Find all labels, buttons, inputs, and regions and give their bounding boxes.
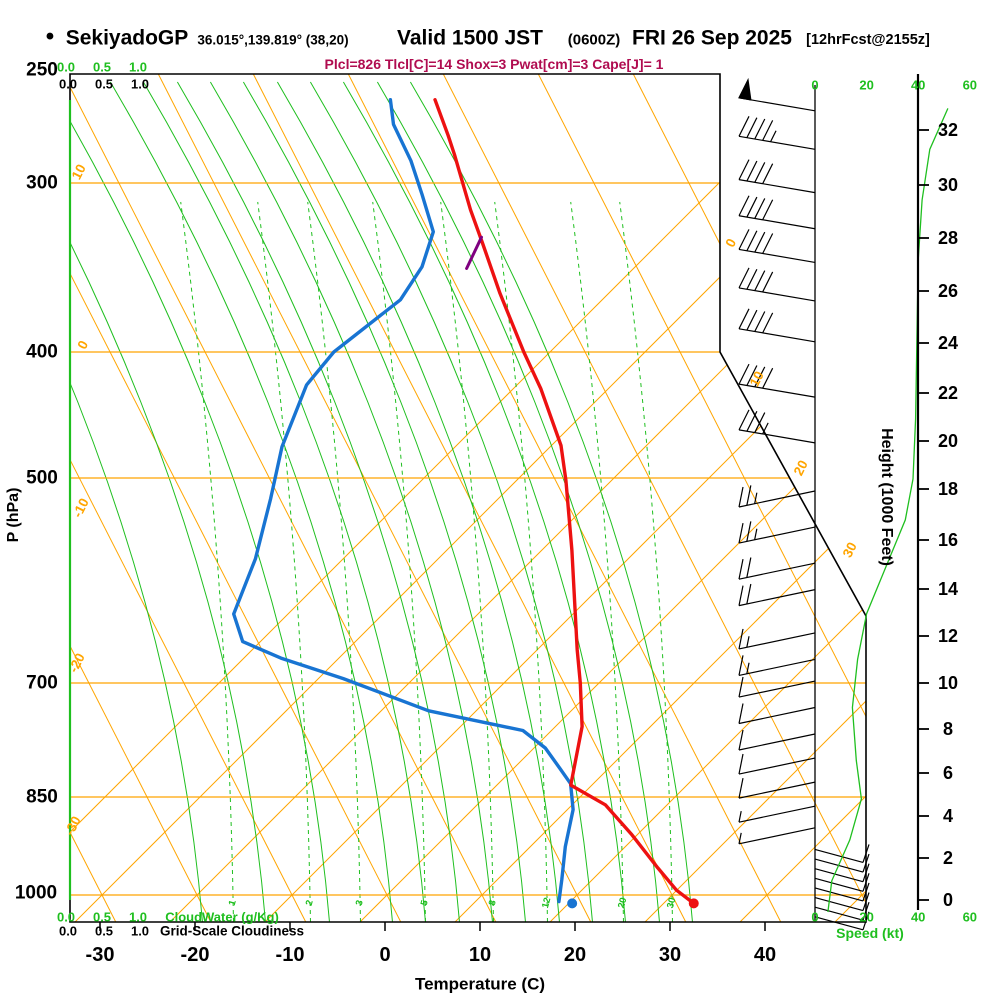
height-tick-label: 6 [942,763,954,783]
valid-time: Valid 1500 JST [397,26,543,50]
speed-tick-label-bottom: 60 [962,909,978,925]
pressure-tick-label: 700 [26,672,58,694]
temperature-tick-label: 10 [468,944,492,966]
pressure-tick-label: 1000 [14,882,58,904]
valid-date: FRI 26 Sep 2025 [632,26,792,50]
surface-dewpoint-dot [567,898,578,909]
speed-axis-title: Speed (kt) [836,925,904,941]
speed-tick-label-bottom: 0 [811,909,819,925]
speed-tick-label-bottom: 20 [859,909,874,925]
mixing-ratio-label: 12 [540,896,554,910]
temperature-axis-title: Temperature (C) [414,974,546,994]
title-bullet: • [45,23,55,50]
pressure-tick-label: 400 [26,341,58,363]
height-tick-label: 20 [937,431,959,451]
surface-temperature-dot [688,898,699,909]
cloudwater-scale-top: 0.5 [92,59,112,75]
height-tick-label: 16 [937,530,959,550]
mixing-ratio-label: 20 [616,896,630,910]
station-name: SekiyadoGP [65,26,189,50]
height-tick-label: 4 [942,806,954,826]
pressure-tick-label: 850 [26,786,58,808]
height-axis-title: Height (1000 Feet) [878,428,895,566]
parcel-segment [465,235,483,270]
speed-tick-label-top: 60 [962,77,978,93]
wind-barbs [738,77,870,931]
cloudwater-scale-top: 0.0 [56,59,76,75]
temperature-tick-label: 30 [658,944,682,966]
pressure-tick-label: 500 [26,467,58,489]
cloudwater-scale-bottom: 0.5 [92,909,112,925]
cloudiness-scale-top: 0.5 [94,76,114,92]
height-tick-label: 18 [937,479,959,499]
valid-time-z: (0600Z) [567,31,621,49]
temperature-tick-label: 0 [379,944,391,966]
wind-speed-profile [827,108,949,913]
forecast-tag: [12hrFcst@2155z] [806,31,930,48]
speed-tick-label-top: 0 [811,77,819,93]
cloudiness-scale-bottom: 0.5 [94,923,114,939]
pressure-tick-label: 300 [26,172,58,194]
temperature-tick-label: -10 [275,944,305,966]
speed-tick-label-bottom: 40 [910,909,926,925]
cloudiness-label: Grid-Scale Cloudiness [159,923,305,939]
temperature-tick-label: -20 [180,944,210,966]
pressure-tick-label: 250 [26,59,58,81]
cloudiness-scale-bottom: 0.0 [58,923,78,939]
cloudwater-scale-bottom: 1.0 [128,909,148,925]
temperature-tick-label: 20 [563,944,587,966]
temperature-tick-label: -30 [85,944,115,966]
cloudiness-scale-top: 1.0 [130,76,150,92]
height-tick-label: 28 [937,228,959,248]
height-tick-label: 2 [942,848,954,868]
cloudiness-scale-bottom: 1.0 [130,923,150,939]
temperature-tick-label: 40 [753,944,777,966]
height-tick-label: 10 [937,673,959,693]
speed-tick-label-top: 20 [859,77,874,93]
pressure-axis-title: P (hPa) [5,487,22,543]
temperature-curve [433,97,696,906]
grid-lines [70,74,866,922]
stability-indices: Plcl=826 Tlcl[C]=14 Shox=3 Pwat[cm]=3 Ca… [324,56,664,72]
height-tick-label: 0 [942,890,954,910]
height-tick-label: 30 [937,175,959,195]
height-tick-label: 24 [937,333,959,353]
height-tick-label: 8 [942,719,954,739]
cloudiness-scale-top: 0.0 [58,76,78,92]
station-coords: 36.015°,139.819° (38,20) [197,32,349,48]
height-tick-label: 12 [937,626,959,646]
mixing-ratio-label: 30 [665,896,679,910]
cloudwater-scale-bottom: 0.0 [56,909,76,925]
cloudwater-scale-top: 1.0 [128,59,148,75]
height-tick-label: 22 [937,383,959,403]
cloudwater-label: CloudWater (g/Kg) [165,909,279,925]
speed-tick-label-top: 40 [910,77,926,93]
height-tick-label: 26 [937,281,959,301]
height-tick-label: 14 [937,579,959,599]
height-tick-label: 32 [937,120,959,140]
